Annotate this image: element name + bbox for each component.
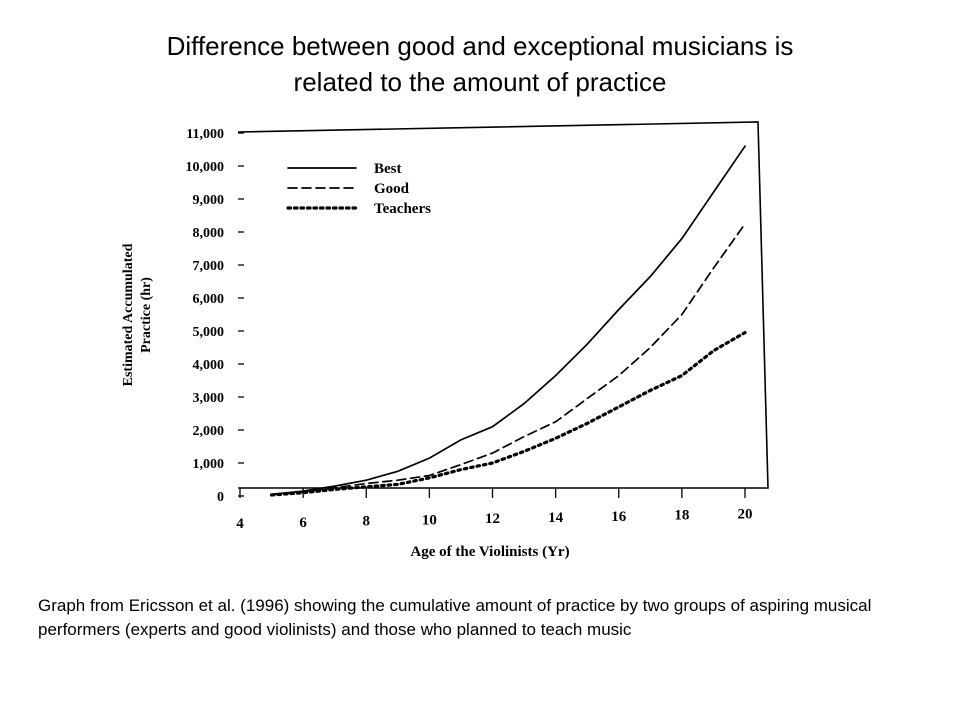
y-tick-label: 2,000: [193, 424, 225, 439]
x-tick-label: 18: [674, 508, 689, 524]
series-line-teachers: [270, 331, 747, 497]
y-tick-label: 3,000: [193, 391, 225, 406]
y-axis-label-line: Practice (hr): [139, 277, 154, 353]
y-tick-label: 6,000: [193, 292, 225, 307]
x-tick-label: 8: [363, 514, 371, 530]
page-title: Difference between good and exceptional …: [40, 28, 920, 100]
title-line-2: related to the amount of practice: [293, 67, 667, 97]
y-tick-label: 11,000: [186, 127, 224, 142]
y-tick-label: 10,000: [186, 160, 225, 175]
legend-label-best: Best: [374, 161, 402, 177]
y-tick-label: 9,000: [193, 193, 225, 208]
y-tick-label: 1,000: [193, 457, 225, 472]
title-line-1: Difference between good and exceptional …: [166, 31, 794, 61]
x-tick-label: 20: [738, 506, 753, 522]
y-tick-label: 4,000: [193, 358, 225, 373]
y-axis-label: Estimated Accumulated Practice (hr): [121, 243, 154, 386]
practice-chart: 0 1,000 2,000 3,000 4,000 5,000 6,000 7,000 8,00…: [121, 121, 769, 560]
figure-caption: Graph from Ericsson et al. (1996) showin…: [38, 596, 872, 639]
x-tick-label: 10: [422, 512, 437, 528]
x-tick-label: 4: [236, 516, 244, 532]
x-tick-label: 12: [485, 511, 500, 527]
legend-label-teachers: Teachers: [374, 201, 431, 217]
plot-frame: [237, 121, 769, 489]
series-line-best: [270, 145, 746, 496]
x-tick-label: 14: [548, 510, 564, 526]
y-tick-label: 8,000: [193, 226, 225, 241]
x-tick-label: 6: [299, 515, 307, 531]
y-axis-label-line: Estimated Accumulated: [121, 243, 136, 386]
x-axis-label: Age of the Violinists (Yr): [410, 544, 569, 560]
y-tick-label: 7,000: [193, 259, 225, 274]
legend-label-good: Good: [374, 181, 410, 197]
y-tick-label: 5,000: [193, 325, 225, 340]
x-tick-label: 16: [611, 509, 627, 525]
series-line-good: [270, 222, 746, 496]
y-tick-label: 0: [217, 490, 224, 505]
